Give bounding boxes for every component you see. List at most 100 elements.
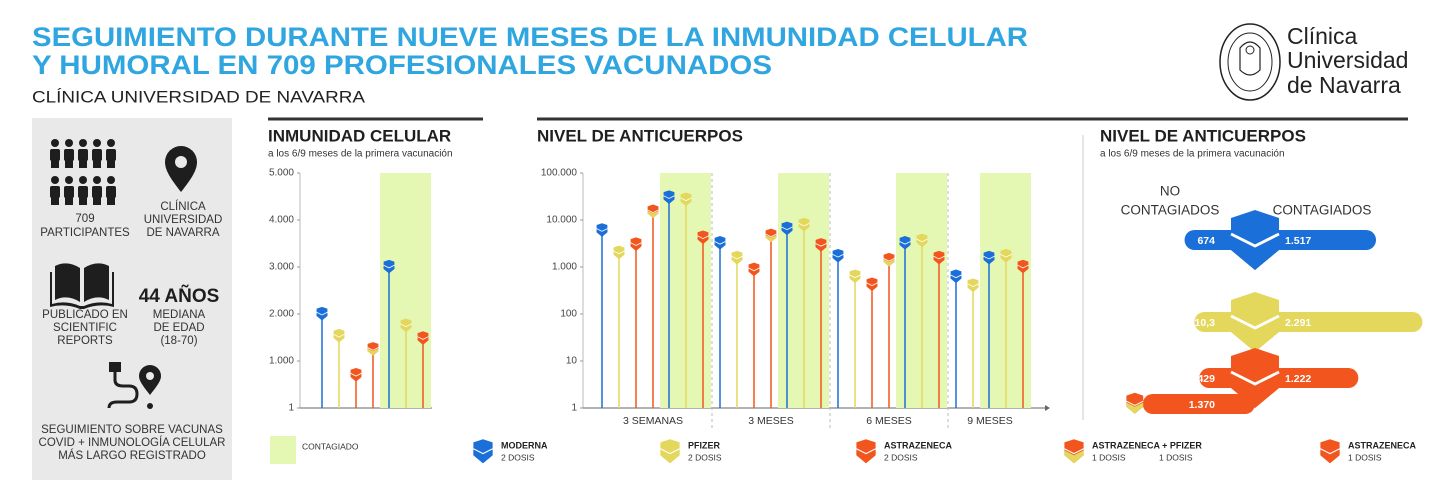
- bar-value-label: 1.517: [1285, 235, 1311, 247]
- shield-bottom: [765, 234, 777, 243]
- shield-bottom: [798, 224, 810, 232]
- person-head: [65, 139, 73, 147]
- shield: [1017, 259, 1029, 274]
- bar-value-label: 1.222: [1285, 373, 1311, 385]
- shield: [400, 318, 412, 333]
- shield: [967, 278, 979, 293]
- route-icon: [107, 362, 161, 409]
- shield-stripe: [916, 238, 928, 243]
- person-legs: [65, 197, 73, 205]
- y-tick-label: 100.000: [541, 168, 578, 179]
- lollipop: [815, 238, 827, 408]
- shield-bottom: [866, 283, 878, 292]
- lollipop: [798, 217, 810, 408]
- shield: [473, 439, 493, 464]
- person-body: [64, 186, 74, 198]
- shield: [748, 262, 760, 277]
- shield-stripe: [1000, 254, 1012, 258]
- shield-stripe: [950, 274, 962, 279]
- sidebar-text: DE EDAD: [153, 322, 204, 334]
- person-head: [93, 176, 101, 184]
- x-tick-label: 9 MESES: [967, 415, 1013, 427]
- lollipop: [417, 331, 429, 408]
- shield-stripe: [613, 250, 625, 255]
- lollipop: [967, 278, 979, 408]
- person-head: [93, 139, 101, 147]
- lollipop: [714, 236, 726, 408]
- person-legs: [107, 197, 115, 205]
- shield-bottom: [1064, 450, 1084, 464]
- shield-bottom: [596, 229, 608, 237]
- person-head: [51, 176, 59, 184]
- shield-bottom: [647, 210, 659, 219]
- legend-detail: 1 DOSIS: [1159, 452, 1193, 462]
- shield: [316, 306, 328, 321]
- person-head: [79, 139, 87, 147]
- shield-bottom: [1017, 266, 1029, 274]
- shield: [714, 236, 726, 250]
- person-head: [65, 176, 73, 184]
- sidebar-text: REPORTS: [57, 335, 113, 347]
- shield-bottom: [680, 198, 692, 207]
- lollipop: [950, 269, 962, 408]
- person-head: [107, 176, 115, 184]
- legend-label: ASTRAZENECA: [884, 440, 953, 450]
- shield-stripe: [316, 311, 328, 316]
- shield-stripe: [849, 274, 861, 279]
- shield-bottom: [1231, 376, 1279, 408]
- lollipop: [748, 262, 760, 408]
- y-tick-label: 1: [571, 403, 577, 414]
- y-tick-label: 4.000: [269, 215, 294, 226]
- shield-bottom: [983, 257, 995, 265]
- lollipop: [883, 252, 895, 408]
- lollipop: [596, 223, 608, 408]
- person-body: [50, 186, 60, 198]
- bar-value-label: 429: [1197, 373, 1215, 385]
- person-legs: [65, 160, 73, 168]
- sidebar-text: CLÍNICA: [160, 200, 206, 213]
- shield-stripe: [417, 336, 429, 340]
- sidebar-text: MÁS LARGO REGISTRADO: [58, 449, 206, 462]
- y-tick-label: 100: [560, 309, 577, 320]
- shield-stripe: [697, 235, 709, 240]
- shield-stripe: [899, 241, 911, 245]
- shield: [1320, 439, 1340, 464]
- shield-bottom: [748, 268, 760, 277]
- axis-arrow: [1045, 405, 1050, 411]
- lollipop: [400, 318, 412, 408]
- shield-bottom: [417, 337, 429, 345]
- shield-bottom: [933, 257, 945, 265]
- shield: [731, 250, 743, 265]
- shield-stripe: [367, 347, 379, 351]
- bar-value-label: 2.291: [1285, 317, 1311, 329]
- lollipop: [983, 250, 995, 408]
- shield: [697, 230, 709, 245]
- shield: [765, 228, 777, 243]
- shield-bottom: [316, 313, 328, 321]
- person-body: [92, 186, 102, 198]
- sidebar-text: MEDIANA: [153, 309, 206, 321]
- sidebar-text: DE NAVARRA: [146, 227, 219, 239]
- lollipop: [647, 204, 659, 408]
- shield: [983, 250, 995, 265]
- shield: [1064, 439, 1084, 464]
- shield-bottom: [383, 266, 395, 274]
- lollipop: [1017, 259, 1029, 408]
- shield: [849, 269, 861, 284]
- shield-stripe: [663, 195, 675, 199]
- shield: [1230, 348, 1280, 408]
- shield: [950, 269, 962, 284]
- legend-detail: 2 DOSIS: [688, 452, 722, 462]
- lollipop: [663, 190, 675, 408]
- person-head: [79, 176, 87, 184]
- shield-bottom: [1000, 255, 1012, 263]
- x-tick-label: 6 MESES: [866, 415, 912, 427]
- lollipop: [383, 259, 395, 408]
- shield-bottom: [367, 348, 379, 356]
- people-icon: [50, 139, 116, 205]
- shield: [680, 192, 692, 207]
- column-header: CONTAGIADOS: [1273, 203, 1372, 218]
- y-tick-label: 1.000: [552, 262, 577, 273]
- lollipop: [630, 237, 642, 408]
- legend-label: ASTRAZENECA: [1348, 440, 1417, 450]
